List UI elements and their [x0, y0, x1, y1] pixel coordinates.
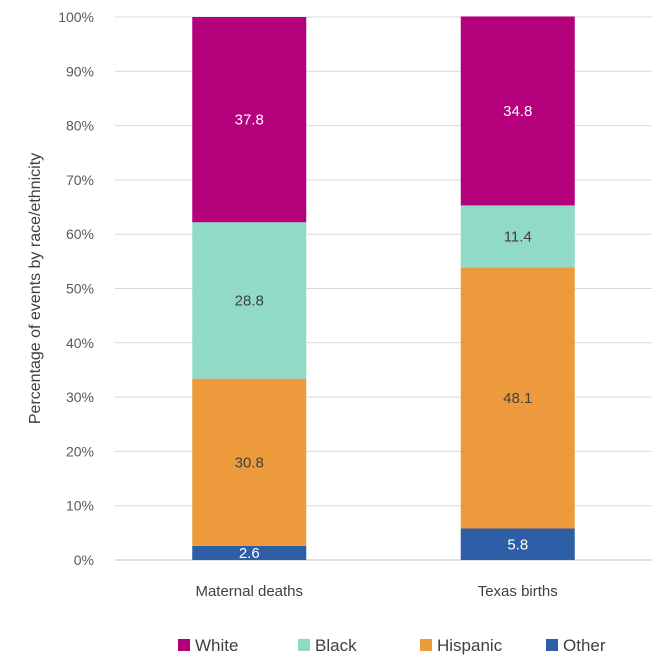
bar-segment-white — [460, 16, 575, 206]
y-tick-label: 90% — [66, 63, 94, 79]
data-label-hispanic: 30.8 — [235, 454, 264, 471]
data-label-black: 11.4 — [504, 228, 532, 245]
data-label-white: 34.8 — [503, 103, 532, 120]
legend-label-other: Other — [563, 636, 606, 655]
bar-segment-hispanic — [460, 267, 575, 529]
category-label: Maternal deaths — [195, 583, 303, 600]
category-label: Texas births — [478, 583, 558, 600]
bar-segment-other — [192, 545, 307, 560]
legend-swatch-black — [298, 639, 310, 651]
legend-swatch-white — [178, 639, 190, 651]
y-tick-label: 0% — [74, 552, 94, 568]
y-tick-label: 60% — [66, 226, 94, 242]
x-axis-categories: Maternal deaths Texas births — [195, 583, 557, 600]
legend-label-black: Black — [315, 636, 357, 655]
data-label-black: 28.8 — [235, 292, 264, 309]
y-tick-label: 40% — [66, 335, 94, 351]
legend-label-hispanic: Hispanic — [437, 636, 503, 655]
data-label-hispanic: 48.1 — [503, 390, 532, 407]
data-label-white: 37.8 — [235, 112, 264, 129]
legend: White Black Hispanic Other — [178, 636, 606, 655]
legend-swatch-other — [546, 639, 558, 651]
bar-segment-white — [192, 17, 307, 223]
y-tick-label: 30% — [66, 389, 94, 405]
y-tick-label: 100% — [58, 9, 94, 25]
bars — [192, 16, 575, 560]
y-tick-label: 10% — [66, 498, 94, 514]
y-tick-label: 80% — [66, 118, 94, 134]
bar-segment-hispanic — [192, 378, 307, 546]
bar-segment-black — [192, 222, 307, 379]
y-tick-label: 70% — [66, 172, 94, 188]
bar-segment-other — [460, 528, 575, 560]
legend-swatch-hispanic — [420, 639, 432, 651]
y-axis-title: Percentage of events by race/ethnicity — [27, 153, 44, 424]
y-tick-label: 20% — [66, 443, 94, 459]
data-labels: 2.6 30.8 28.8 37.8 5.8 48.1 11.4 34.8 — [235, 103, 533, 562]
data-label-other: 2.6 — [239, 545, 260, 562]
bar-segment-black — [460, 205, 575, 268]
data-label-other: 5.8 — [507, 536, 528, 553]
y-tick-label: 50% — [66, 281, 94, 297]
y-axis-ticks: 0% 10% 20% 30% 40% 50% 60% 70% 80% 90% 100% — [58, 9, 94, 568]
legend-label-white: White — [195, 636, 238, 655]
